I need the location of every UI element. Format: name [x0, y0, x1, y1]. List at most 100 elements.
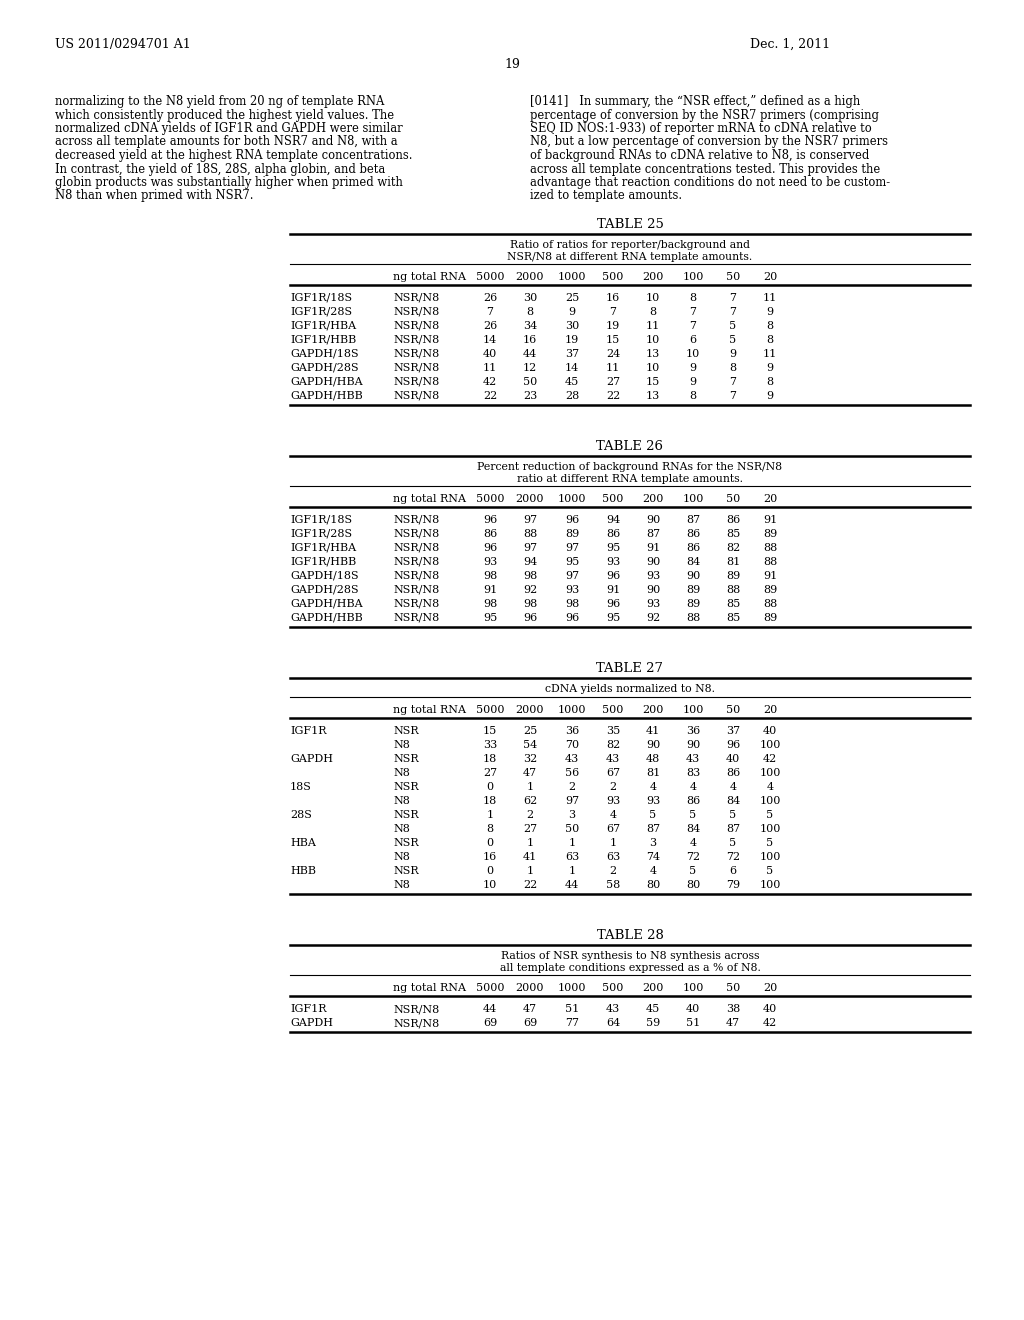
Text: 8: 8 [649, 308, 656, 317]
Text: 4: 4 [689, 781, 696, 792]
Text: 30: 30 [523, 293, 538, 304]
Text: 500: 500 [602, 705, 624, 715]
Text: 500: 500 [602, 272, 624, 282]
Text: NSR/N8: NSR/N8 [393, 378, 439, 387]
Text: GAPDH/18S: GAPDH/18S [290, 572, 358, 581]
Text: IGF1R/28S: IGF1R/28S [290, 529, 352, 539]
Text: 37: 37 [565, 348, 579, 359]
Text: 5: 5 [729, 321, 736, 331]
Text: 19: 19 [504, 58, 520, 71]
Text: 96: 96 [483, 543, 497, 553]
Text: 88: 88 [726, 585, 740, 595]
Text: 18S: 18S [290, 781, 312, 792]
Text: 4: 4 [729, 781, 736, 792]
Text: NSR/N8 at different RNA template amounts.: NSR/N8 at different RNA template amounts… [507, 252, 753, 261]
Text: 40: 40 [763, 1005, 777, 1014]
Text: 86: 86 [686, 543, 700, 553]
Text: 5000: 5000 [476, 494, 504, 504]
Text: 41: 41 [523, 851, 538, 862]
Text: 97: 97 [565, 572, 579, 581]
Text: NSR/N8: NSR/N8 [393, 599, 439, 609]
Text: 88: 88 [763, 543, 777, 553]
Text: 9: 9 [766, 308, 773, 317]
Text: 16: 16 [523, 335, 538, 345]
Text: 92: 92 [646, 612, 660, 623]
Text: 1: 1 [568, 838, 575, 847]
Text: 50: 50 [523, 378, 538, 387]
Text: 44: 44 [483, 1005, 497, 1014]
Text: Dec. 1, 2011: Dec. 1, 2011 [750, 38, 830, 51]
Text: 80: 80 [646, 880, 660, 890]
Text: 93: 93 [606, 796, 621, 807]
Text: 50: 50 [726, 983, 740, 993]
Text: 69: 69 [483, 1018, 497, 1028]
Text: 93: 93 [646, 572, 660, 581]
Text: GAPDH/18S: GAPDH/18S [290, 348, 358, 359]
Text: 9: 9 [766, 391, 773, 401]
Text: 92: 92 [523, 585, 538, 595]
Text: 50: 50 [726, 494, 740, 504]
Text: N8: N8 [393, 741, 410, 750]
Text: 5: 5 [729, 810, 736, 820]
Text: 8: 8 [766, 378, 773, 387]
Text: 63: 63 [606, 851, 621, 862]
Text: N8: N8 [393, 768, 410, 777]
Text: 88: 88 [763, 599, 777, 609]
Text: NSR/N8: NSR/N8 [393, 572, 439, 581]
Text: 87: 87 [726, 824, 740, 834]
Text: 43: 43 [565, 754, 580, 764]
Text: 85: 85 [726, 612, 740, 623]
Text: 20: 20 [763, 272, 777, 282]
Text: 37: 37 [726, 726, 740, 737]
Text: 11: 11 [606, 363, 621, 374]
Text: 86: 86 [726, 768, 740, 777]
Text: normalizing to the N8 yield from 20 ng of template RNA: normalizing to the N8 yield from 20 ng o… [55, 95, 384, 108]
Text: 23: 23 [523, 391, 538, 401]
Text: 97: 97 [565, 796, 579, 807]
Text: 72: 72 [726, 851, 740, 862]
Text: 5: 5 [766, 838, 773, 847]
Text: 19: 19 [606, 321, 621, 331]
Text: 5: 5 [766, 866, 773, 876]
Text: 5: 5 [649, 810, 656, 820]
Text: 91: 91 [763, 572, 777, 581]
Text: 5: 5 [766, 810, 773, 820]
Text: 86: 86 [483, 529, 497, 539]
Text: 70: 70 [565, 741, 579, 750]
Text: 30: 30 [565, 321, 580, 331]
Text: TABLE 25: TABLE 25 [597, 218, 664, 231]
Text: GAPDH/28S: GAPDH/28S [290, 363, 358, 374]
Text: 1: 1 [568, 866, 575, 876]
Text: HBB: HBB [290, 866, 316, 876]
Text: 2000: 2000 [516, 494, 544, 504]
Text: 10: 10 [646, 293, 660, 304]
Text: 72: 72 [686, 851, 700, 862]
Text: IGF1R: IGF1R [290, 726, 327, 737]
Text: IGF1R/28S: IGF1R/28S [290, 308, 352, 317]
Text: NSR: NSR [393, 754, 419, 764]
Text: 81: 81 [646, 768, 660, 777]
Text: HBA: HBA [290, 838, 315, 847]
Text: IGF1R/HBA: IGF1R/HBA [290, 543, 356, 553]
Text: 63: 63 [565, 851, 580, 862]
Text: TABLE 27: TABLE 27 [597, 663, 664, 675]
Text: 200: 200 [642, 494, 664, 504]
Text: 42: 42 [483, 378, 497, 387]
Text: 15: 15 [483, 726, 497, 737]
Text: ratio at different RNA template amounts.: ratio at different RNA template amounts. [517, 474, 743, 484]
Text: 8: 8 [689, 293, 696, 304]
Text: 2000: 2000 [516, 983, 544, 993]
Text: 34: 34 [523, 321, 538, 331]
Text: N8, but a low percentage of conversion by the NSR7 primers: N8, but a low percentage of conversion b… [530, 136, 888, 149]
Text: 14: 14 [565, 363, 580, 374]
Text: 85: 85 [726, 599, 740, 609]
Text: 50: 50 [565, 824, 580, 834]
Text: Ratio of ratios for reporter/background and: Ratio of ratios for reporter/background … [510, 240, 750, 249]
Text: NSR: NSR [393, 781, 419, 792]
Text: IGF1R/18S: IGF1R/18S [290, 293, 352, 304]
Text: In contrast, the yield of 18S, 28S, alpha globin, and beta: In contrast, the yield of 18S, 28S, alph… [55, 162, 385, 176]
Text: 25: 25 [523, 726, 538, 737]
Text: 69: 69 [523, 1018, 538, 1028]
Text: TABLE 26: TABLE 26 [597, 440, 664, 453]
Text: 86: 86 [686, 796, 700, 807]
